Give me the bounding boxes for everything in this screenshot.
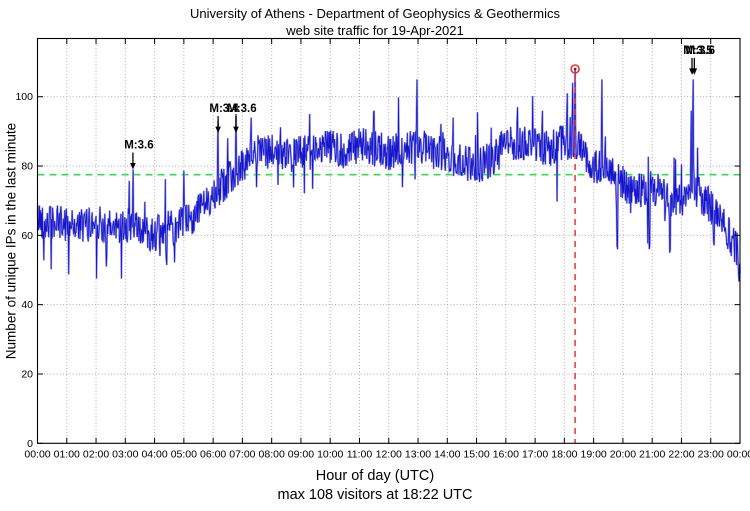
x-tick-label: 06:00 [200, 448, 226, 460]
annotation-label: M:3.6 [227, 103, 256, 115]
x-tick-label: 09:00 [288, 448, 314, 460]
x-tick-label: 08:00 [259, 448, 285, 460]
max-marker-dot [573, 67, 577, 71]
annotation-label: M:3.6 [124, 140, 153, 152]
chart-title-line2: web site traffic for 19-Apr-2021 [286, 23, 464, 38]
x-tick-label: 18:00 [551, 448, 577, 460]
annotation-arrow-head [691, 68, 698, 75]
x-tick-label: 17:00 [522, 448, 548, 460]
x-tick-label: 00:00 [24, 448, 50, 460]
y-tick-label: 80 [21, 161, 33, 173]
traffic-series-line [37, 68, 741, 282]
x-tick-label: 03:00 [112, 448, 138, 460]
x-tick-label: 00:00 [727, 448, 750, 460]
y-tick-label: 40 [21, 299, 33, 311]
annotation-arrow-head [233, 126, 239, 134]
x-tick-label: 21:00 [639, 448, 665, 460]
x-tick-label: 02:00 [83, 448, 109, 460]
x-tick-label: 05:00 [171, 448, 197, 460]
x-axis-label: Hour of day (UTC) [315, 468, 435, 484]
x-tick-label: 15:00 [463, 448, 489, 460]
x-tick-label: 04:00 [141, 448, 167, 460]
annotation-label: M:3.6 [686, 45, 715, 57]
x-tick-label: 23:00 [698, 448, 724, 460]
x-tick-label: 10:00 [317, 448, 343, 460]
x-tick-label: 07:00 [229, 448, 255, 460]
x-tick-label: 12:00 [376, 448, 402, 460]
y-tick-label: 20 [21, 368, 33, 380]
x-tick-label: 14:00 [434, 448, 460, 460]
x-tick-label: 16:00 [493, 448, 519, 460]
max-visitors-caption: max 108 visitors at 18:22 UTC [277, 487, 473, 503]
max-marker-circle [570, 64, 580, 74]
y-tick-label: 60 [21, 230, 33, 242]
annotation-label: M:3.4 [209, 103, 239, 115]
x-tick-label: 19:00 [581, 448, 607, 460]
annotation-arrow-head [130, 163, 136, 170]
x-tick-label: 20:00 [610, 448, 636, 460]
annotation-label: M:3.5 [683, 45, 713, 57]
annotation-arrow-head [215, 126, 221, 134]
y-tick-label: 100 [15, 91, 33, 103]
x-tick-label: 11:00 [347, 448, 373, 460]
x-tick-label: 01:00 [54, 448, 80, 460]
y-tick-label: 0 [27, 438, 33, 450]
x-tick-label: 13:00 [405, 448, 431, 460]
chart-title-line1: University of Athens - Department of Geo… [190, 6, 560, 21]
x-tick-label: 22:00 [668, 448, 694, 460]
